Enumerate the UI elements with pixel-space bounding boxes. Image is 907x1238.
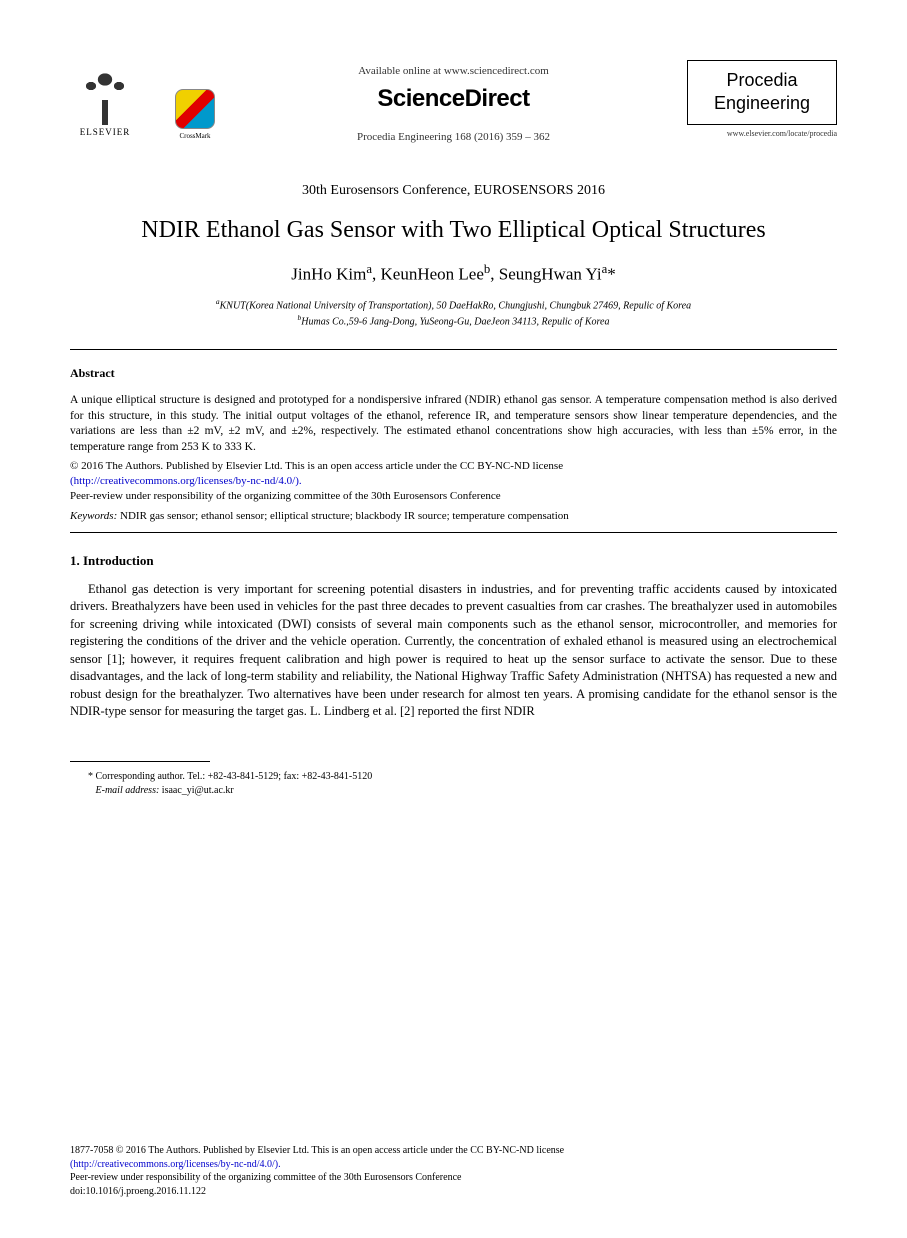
article-title: NDIR Ethanol Gas Sensor with Two Ellipti… bbox=[70, 217, 837, 244]
corresponding-author: * Corresponding author. Tel.: +82-43-841… bbox=[88, 770, 837, 784]
email-address: isaac_yi@ut.ac.kr bbox=[159, 785, 233, 796]
affiliation-a-text: KNUT(Korea National University of Transp… bbox=[220, 300, 691, 311]
email-label: E-mail address: bbox=[96, 785, 160, 796]
section-1-heading: 1. Introduction bbox=[70, 553, 837, 569]
crossmark-label: CrossMark bbox=[170, 132, 220, 140]
affiliation-b: bHumas Co.,59-6 Jang-Dong, YuSeong-Gu, D… bbox=[70, 313, 837, 329]
footnote-separator bbox=[70, 761, 210, 762]
affiliation-b-text: Humas Co.,59-6 Jang-Dong, YuSeong-Gu, Da… bbox=[301, 316, 609, 327]
keywords-line: Keywords: NDIR gas sensor; ethanol senso… bbox=[70, 510, 837, 522]
email-line: E-mail address: isaac_yi@ut.ac.kr bbox=[88, 784, 837, 798]
footer-copyright: 1877-7058 © 2016 The Authors. Published … bbox=[70, 1145, 564, 1156]
elsevier-label: ELSEVIER bbox=[70, 127, 140, 137]
elsevier-logo: ELSEVIER bbox=[70, 60, 140, 140]
journal-url[interactable]: www.elsevier.com/locate/procedia bbox=[687, 129, 837, 138]
available-online-text: Available online at www.sciencedirect.co… bbox=[220, 65, 687, 77]
crossmark-badge[interactable]: CrossMark bbox=[170, 89, 220, 140]
journal-box: Procedia Engineering bbox=[687, 60, 837, 125]
keywords-label: Keywords: bbox=[70, 510, 117, 522]
crossmark-icon bbox=[175, 89, 215, 129]
left-logos: ELSEVIER CrossMark bbox=[70, 60, 220, 140]
copyright-line1: © 2016 The Authors. Published by Elsevie… bbox=[70, 460, 563, 472]
footer-license-link[interactable]: (http://creativecommons.org/licenses/by-… bbox=[70, 1159, 281, 1170]
affiliations: aKNUT(Korea National University of Trans… bbox=[70, 297, 837, 330]
abstract-heading: Abstract bbox=[70, 366, 837, 381]
page-footer: 1877-7058 © 2016 The Authors. Published … bbox=[70, 1144, 837, 1198]
header-row: ELSEVIER CrossMark Available online at w… bbox=[70, 60, 837, 143]
citation-text: Procedia Engineering 168 (2016) 359 – 36… bbox=[220, 131, 687, 143]
section-1-para-1: Ethanol gas detection is very important … bbox=[70, 581, 837, 721]
divider-bottom bbox=[70, 532, 837, 533]
license-link[interactable]: (http://creativecommons.org/licenses/by-… bbox=[70, 475, 302, 487]
center-header: Available online at www.sciencedirect.co… bbox=[220, 60, 687, 143]
sciencedirect-logo: ScienceDirect bbox=[220, 85, 687, 113]
footer-peer-review: Peer-review under responsibility of the … bbox=[70, 1172, 461, 1183]
elsevier-tree-icon bbox=[70, 60, 140, 125]
peer-review-text: Peer-review under responsibility of the … bbox=[70, 490, 501, 502]
journal-box-wrapper: Procedia Engineering www.elsevier.com/lo… bbox=[687, 60, 837, 138]
journal-name-line1: Procedia bbox=[700, 69, 824, 92]
conference-name: 30th Eurosensors Conference, EUROSENSORS… bbox=[70, 183, 837, 199]
copyright-block: © 2016 The Authors. Published by Elsevie… bbox=[70, 459, 837, 504]
footnote-block: * Corresponding author. Tel.: +82-43-841… bbox=[70, 770, 837, 798]
divider-top bbox=[70, 349, 837, 350]
journal-name-line2: Engineering bbox=[700, 92, 824, 115]
abstract-text: A unique elliptical structure is designe… bbox=[70, 393, 837, 455]
authors: JinHo Kima, KeunHeon Leeb, SeungHwan Yia… bbox=[70, 262, 837, 285]
footer-doi: doi:10.1016/j.proeng.2016.11.122 bbox=[70, 1186, 206, 1197]
keywords-text: NDIR gas sensor; ethanol sensor; ellipti… bbox=[117, 510, 568, 522]
affiliation-a: aKNUT(Korea National University of Trans… bbox=[70, 297, 837, 313]
